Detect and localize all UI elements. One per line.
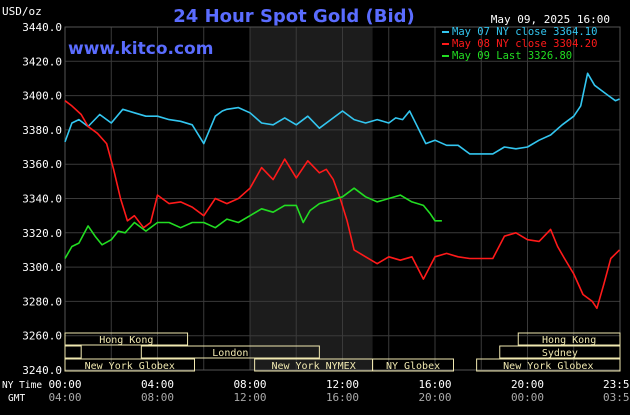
x-tick-label-ny: 04:00 <box>141 378 174 391</box>
legend-entry: May 08 NY close 3304.20 <box>452 38 597 50</box>
session-label: London <box>212 348 248 359</box>
y-tick-label: 3440.0 <box>22 21 62 34</box>
y-tick-label: 3320.0 <box>22 227 62 240</box>
chart-title: 24 Hour Spot Gold (Bid) <box>173 6 414 27</box>
x-tick-label-ny: 08:00 <box>233 378 266 391</box>
series-line-1 <box>64 100 621 310</box>
sessions-layer: Hong Kong Hong Kong London Sydney New York G… <box>64 332 621 372</box>
plot-frame <box>64 26 621 371</box>
series-layer <box>64 72 621 310</box>
x-tick-label-gmt: 20:00 <box>418 391 451 404</box>
x-tick-label-ny: 16:00 <box>418 378 451 391</box>
session-label: Sydney <box>542 348 578 359</box>
y-tick-labels: 3440.0 3420.0 3400.0 3380.0 3360.0 3340.0 3320… <box>22 21 62 377</box>
y-tick-label: 3340.0 <box>22 193 62 206</box>
x-tick-label-gmt: 03:59 <box>603 391 630 404</box>
session-label: NY Globex <box>386 361 440 372</box>
y-tick-label: 3260.0 <box>22 330 62 343</box>
chart-timestamp: May 09, 2025 16:00 <box>491 13 610 26</box>
session-box <box>499 345 621 359</box>
x-tick-label-gmt: 12:00 <box>233 391 266 404</box>
x-tick-label-gmt: 04:00 <box>48 391 81 404</box>
session-box <box>64 345 82 359</box>
x-tick-label-ny: 12:00 <box>326 378 359 391</box>
session-label: New York Globex <box>503 361 593 372</box>
x-tick-labels: 00:0004:0008:0012:0016:0020:0023:5904:00… <box>48 378 630 404</box>
y-tick-label: 3280.0 <box>22 295 62 308</box>
gmt-row-label: GMT <box>8 393 25 404</box>
session-box <box>372 358 454 372</box>
series-line-2 <box>64 187 442 259</box>
y-tick-label: 3420.0 <box>22 55 62 68</box>
session-box <box>517 332 621 346</box>
session-label: New York NYMEX <box>271 361 355 372</box>
y-tick-label: 3360.0 <box>22 158 62 171</box>
ny-time-row-label: NY Time <box>2 380 42 391</box>
session-label: New York Globex <box>85 361 175 372</box>
x-tick-label-ny: 23:59 <box>603 378 630 391</box>
y-axis-label: USD/oz <box>2 5 42 18</box>
y-tick-label: 3380.0 <box>22 124 62 137</box>
session-label: Hong Kong <box>99 335 153 346</box>
website-label: www.kitco.com <box>68 39 213 59</box>
legend-entry: May 07 NY close 3364.10 <box>452 26 597 38</box>
session-box <box>64 358 195 372</box>
y-tick-label: 3400.0 <box>22 90 62 103</box>
y-tick-label: 3300.0 <box>22 261 62 274</box>
x-tick-label-ny: 20:00 <box>511 378 544 391</box>
x-tick-label-gmt: 16:00 <box>326 391 359 404</box>
legend-entry: May 09 Last 3326.80 <box>452 50 572 62</box>
series-line-0 <box>64 72 620 155</box>
session-box <box>64 332 189 346</box>
x-tick-label-gmt: 08:00 <box>141 391 174 404</box>
x-tick-label-gmt: 00:00 <box>511 391 544 404</box>
session-box <box>140 345 320 359</box>
y-tick-label: 3240.0 <box>22 364 62 377</box>
session-box <box>476 358 621 372</box>
x-tick-label-ny: 00:00 <box>48 378 81 391</box>
session-label: Hong Kong <box>542 335 596 346</box>
